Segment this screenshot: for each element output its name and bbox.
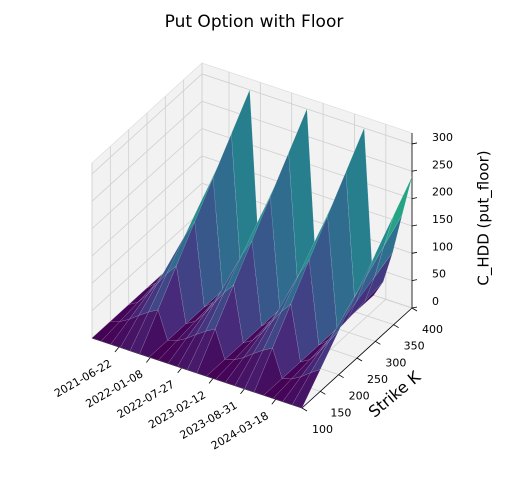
surface-patch (383, 176, 413, 247)
z-tick (411, 224, 418, 227)
surface-patch (292, 369, 321, 409)
y-tick-label: 350 (404, 340, 425, 353)
grid-line (91, 155, 203, 257)
x-tick (146, 357, 151, 363)
grid-line (91, 210, 203, 311)
y-tick (301, 407, 308, 412)
chart-title: Put Option with Floor (165, 12, 344, 32)
z-tick (411, 251, 418, 254)
surface-patch (310, 330, 339, 374)
grid-line (91, 100, 203, 202)
z-tick-label: 150 (432, 213, 453, 226)
x-tick (177, 367, 183, 374)
z-tick (411, 306, 418, 309)
z-tick-label: 250 (432, 158, 453, 171)
grid-line (201, 73, 413, 145)
y-tick (338, 374, 344, 379)
x-tick (271, 399, 277, 405)
z-tick (411, 279, 418, 282)
y-tick (320, 390, 326, 395)
y-tick (411, 307, 418, 312)
x-tick (208, 378, 214, 384)
z-tick (411, 197, 418, 200)
y-tick-label: 100 (312, 423, 333, 436)
z-tick-label: 200 (432, 186, 453, 199)
y-tick (393, 324, 399, 329)
y-tick (375, 340, 381, 345)
z-tick (411, 142, 418, 145)
x-tick (240, 388, 245, 395)
grid-line (91, 183, 203, 284)
y-tick-label: 150 (330, 406, 351, 419)
y-tick-label: 200 (349, 390, 370, 403)
y-tick-label: 250 (367, 373, 388, 386)
z-tick-label: 50 (432, 268, 446, 281)
y-tick-label: 300 (385, 356, 406, 369)
grid-line (91, 73, 203, 175)
z-tick-label: 100 (432, 240, 453, 253)
axis-line (301, 307, 413, 409)
grid-line (91, 128, 203, 229)
z-axis-label: C_HDD (put_floor) (475, 150, 494, 285)
y-tick-label: 400 (422, 323, 443, 336)
y-tick (356, 357, 363, 362)
z-tick-label: 0 (432, 295, 439, 308)
z-tick (411, 169, 418, 172)
z-tick-label: 300 (432, 131, 453, 144)
x-tick (114, 346, 120, 353)
